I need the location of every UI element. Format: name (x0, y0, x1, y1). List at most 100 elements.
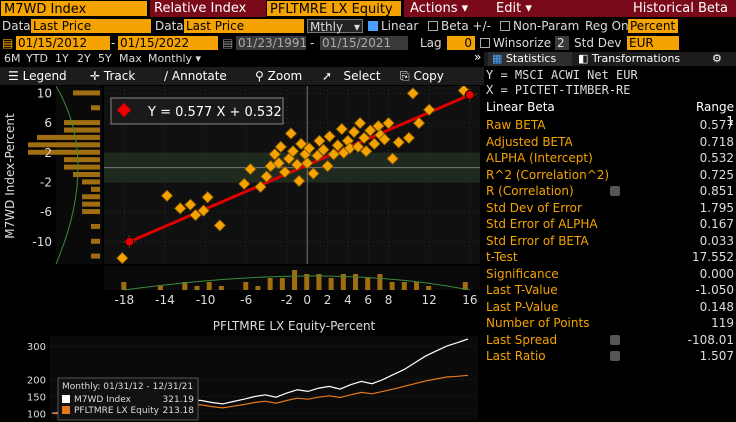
start-date-field[interactable]: 01/15/2012 (16, 36, 110, 50)
x-histogram-bar (292, 270, 298, 290)
regression-endpoint (464, 89, 475, 100)
statistics-tab[interactable]: ▦ Statistics (488, 52, 572, 66)
security2-field[interactable]: PFLTMRE LX Equity (266, 0, 402, 17)
scatter-point (317, 143, 330, 157)
beta-checkbox[interactable] (428, 21, 438, 31)
stat-row[interactable]: Adjusted BETA 0.718 (486, 134, 734, 150)
track-button[interactable]: ✛ Track (90, 67, 135, 85)
data1-field[interactable]: Last Price (31, 19, 151, 33)
info-icon[interactable] (610, 351, 620, 361)
period-select[interactable]: Mthly ▾ (307, 19, 363, 34)
stat-row[interactable]: R^2 (Correlation^2) 0.725 (486, 167, 734, 183)
info-icon[interactable] (610, 186, 620, 196)
regon-select[interactable]: Percent (628, 19, 678, 33)
edit-label: Edit (496, 1, 522, 16)
x-histogram-bar (353, 274, 359, 290)
history-title: Monthly: 01/31/12 - 12/31/21 (62, 382, 193, 392)
x-density-curve (124, 275, 470, 291)
end-date2-field[interactable]: 01/15/2021 (320, 36, 408, 50)
stat-row[interactable]: Number of Points 119 (486, 315, 734, 331)
zoom-button[interactable]: ⚲ Zoom (255, 67, 302, 85)
stat-row[interactable]: Last T-Value -1.050 (486, 282, 734, 298)
stats-y-series: Y = MSCI ACWI Net EUR (486, 68, 638, 82)
scatter-point (386, 152, 399, 165)
stat-row[interactable]: t-Test 17.552 (486, 249, 734, 265)
stat-row[interactable]: Raw BETA 0.577 (486, 117, 734, 133)
stat-value: 0.148 (699, 299, 734, 314)
info-icon[interactable] (610, 334, 620, 345)
copy-label: Copy (413, 69, 444, 83)
period-ytd[interactable]: YTD (26, 52, 48, 65)
security1-field[interactable]: M7WD Index (0, 0, 148, 17)
x-tick-label: -14 (155, 293, 175, 307)
x-histogram-bar (279, 278, 285, 290)
stat-row[interactable]: Last P-Value 0.148 (486, 299, 734, 315)
y-tick-label: -2 (40, 175, 52, 189)
x-histogram-bar (389, 282, 395, 290)
zoom-icon: ⚲ (255, 69, 264, 83)
y-histogram-bar (91, 105, 100, 111)
stat-label: Std Error of ALPHA (486, 217, 598, 231)
scatter-point (116, 251, 129, 265)
y-histogram-bar (91, 238, 100, 244)
calendar-icon-2[interactable]: ▤ (222, 36, 234, 50)
stat-value: 0.532 (699, 151, 734, 165)
y-histogram-bar (91, 253, 100, 259)
scatter-point (335, 122, 349, 136)
legend-button[interactable]: ☰ Legend (8, 67, 67, 85)
grid-icon: ▦ (492, 52, 503, 65)
stat-row[interactable]: Std Error of BETA 0.033 (486, 233, 734, 249)
stat-row[interactable]: ALPHA (Intercept) 0.532 (486, 150, 734, 166)
stat-row[interactable]: Last Ratio 1.507 (486, 348, 734, 364)
calendar-icon[interactable]: ▤ (2, 36, 14, 50)
data2-field[interactable]: Last Price (184, 19, 304, 33)
y-histogram-bar (82, 179, 100, 185)
history-y-tick: 150 (27, 392, 46, 403)
period-select[interactable]: Monthly ▾ (148, 52, 201, 65)
stat-label: t-Test (486, 250, 518, 264)
scatter-point (422, 103, 436, 116)
select-button[interactable]: ➚ Select (322, 67, 381, 85)
x-tick-label: 16 (462, 293, 477, 307)
nonparam-checkbox[interactable] (500, 21, 510, 31)
y-histogram-bar (64, 157, 100, 163)
y-histogram-bar (73, 172, 100, 177)
period-5y[interactable]: 5Y (98, 52, 112, 65)
currency-select[interactable]: EUR (627, 36, 679, 50)
stat-value: 0.167 (699, 217, 734, 231)
data-label: Data (2, 19, 31, 33)
x-histogram-bar (426, 286, 432, 290)
page-title: Historical Beta (564, 0, 736, 17)
data-label-2: Data (155, 19, 184, 33)
stat-value: 1.795 (699, 200, 734, 215)
stat-row[interactable]: Std Error of ALPHA 0.167 (486, 216, 734, 232)
winsorize-field[interactable]: 2 (555, 36, 569, 50)
stat-label: R (Correlation) (486, 184, 574, 198)
period-2y[interactable]: 2Y (77, 52, 91, 65)
scatter-point (392, 136, 405, 149)
edit-menu[interactable]: Edit ▾ (486, 0, 572, 17)
winsorize-checkbox[interactable] (480, 38, 490, 48)
copy-button[interactable]: ⎘ Copy (400, 67, 444, 85)
regression-endpoint (124, 236, 135, 247)
end-date-field[interactable]: 01/15/2022 (118, 36, 218, 50)
gear-icon[interactable]: ⚙ (712, 52, 722, 65)
legend-swatch-2 (62, 406, 70, 414)
stat-row[interactable]: Last Spread -108.01 (486, 332, 734, 348)
stat-label: Std Dev of Error (486, 200, 582, 215)
period-1y[interactable]: 1Y (55, 52, 69, 65)
transformations-tab[interactable]: ◧ Transformations (578, 52, 680, 66)
lag-field[interactable]: 0 (447, 36, 475, 50)
period-max[interactable]: Max (119, 52, 142, 65)
x-histogram-bar (206, 282, 212, 290)
start-date2-field[interactable]: 01/23/1991 (236, 36, 308, 50)
actions-menu[interactable]: Actions ▾ (404, 0, 488, 17)
collapse-icon[interactable]: » (474, 50, 482, 64)
stat-row[interactable]: Significance 0.000 (486, 266, 734, 282)
linear-checkbox[interactable] (368, 21, 378, 31)
period-6m[interactable]: 6M (4, 52, 21, 65)
stat-row[interactable]: R (Correlation) 0.851 (486, 183, 734, 199)
stat-value: 119 (711, 316, 734, 330)
stat-row[interactable]: Std Dev of Error 1.795 (486, 200, 734, 216)
annotate-button[interactable]: ∕ Annotate (164, 67, 227, 85)
